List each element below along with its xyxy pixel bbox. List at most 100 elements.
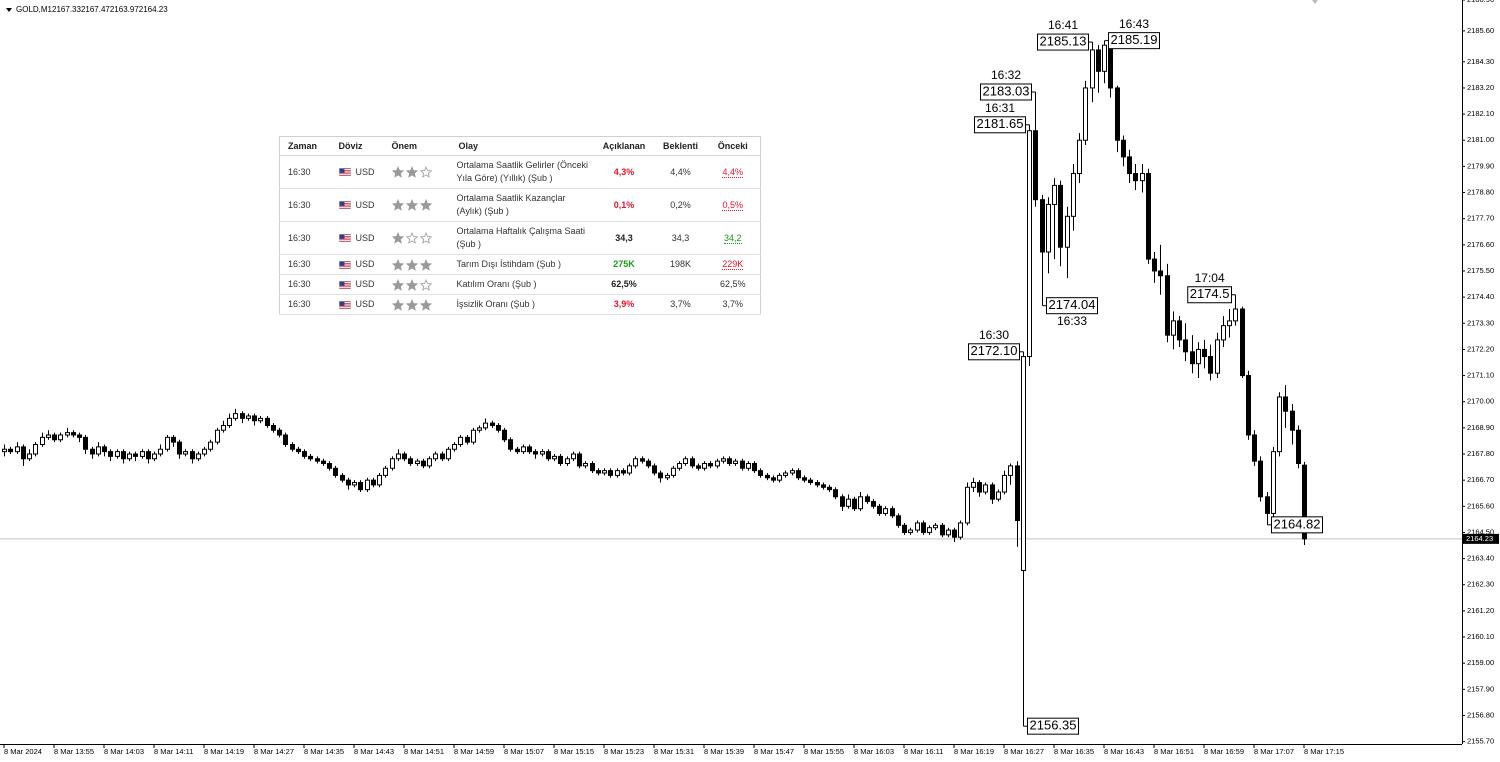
candle-body [15, 446, 20, 453]
event-time: 16:30 [279, 274, 331, 295]
currency: USD [330, 254, 384, 275]
candle-body [477, 427, 482, 431]
importance-stars [391, 166, 432, 178]
candle-body [1227, 320, 1232, 327]
candle-body [1271, 451, 1276, 514]
candle-body [415, 460, 420, 465]
candle-body [421, 460, 426, 467]
candle-body [1190, 351, 1195, 365]
candle-body [471, 429, 476, 443]
x-tick-label: 8 Mar 14:03 [104, 747, 144, 756]
candle-body [571, 453, 576, 460]
candle-body [1115, 87, 1120, 141]
x-tick-label: 8 Mar 16:43 [1104, 747, 1144, 756]
candle-body [1146, 173, 1151, 260]
header-field: 2167.47 [81, 5, 110, 14]
candle-body [90, 448, 95, 455]
candle-body [846, 498, 851, 507]
candle-body [190, 451, 195, 460]
event-name: Katılım Oranı (Şub ) [450, 274, 593, 295]
candle-body [1208, 356, 1213, 374]
column-header: Döviz [330, 136, 384, 156]
candle-body [765, 474, 770, 479]
candle-body [8, 448, 13, 453]
candle-body [927, 527, 932, 533]
icon [391, 278, 432, 291]
flag-border [338, 260, 351, 269]
candle-body [196, 453, 201, 460]
icon [391, 232, 432, 244]
candle-body [733, 460, 738, 465]
annotation-time: 16:41 [1048, 18, 1078, 32]
flag-stripe [338, 287, 351, 289]
candle-body [327, 463, 332, 469]
x-tick-label: 8 Mar 15:47 [754, 747, 794, 756]
forecast [655, 274, 706, 295]
forecast-value: 198K [669, 259, 692, 269]
flag-stripe [338, 239, 351, 241]
y-tick-label: 2166.70 [1467, 475, 1494, 484]
candle-body [1215, 339, 1220, 374]
candle-body [990, 484, 995, 500]
candle-body [302, 451, 307, 457]
y-tick-label: 2185.60 [1467, 26, 1494, 35]
importance-stars [391, 199, 432, 211]
star [419, 258, 432, 271]
calendar-header: Zaman Döviz Önem Olay Açıklanan Beklenti Öncek… [279, 136, 761, 156]
candle-body [402, 453, 407, 460]
annotation-price: 2183.03 [983, 83, 1030, 98]
candle-body [265, 417, 270, 426]
flag-stripe [338, 204, 351, 206]
candle-body [1002, 474, 1007, 493]
star [419, 166, 432, 178]
candle-body [565, 458, 570, 465]
candle-body [865, 496, 870, 503]
candle-body [908, 529, 913, 533]
candle-body [896, 515, 901, 526]
candle-body [77, 434, 82, 438]
x-tick-label: 8 Mar 15:23 [604, 747, 644, 756]
flag-stripe [338, 201, 351, 203]
candle-body [208, 441, 213, 450]
candle-body [715, 460, 720, 467]
icon [391, 166, 432, 178]
y-tick-label: 2182.10 [1467, 109, 1494, 118]
annotation-time: 16:43 [1119, 17, 1149, 31]
candle-body [390, 458, 395, 469]
star [391, 258, 404, 271]
candle-body [752, 463, 757, 472]
candle-body [1152, 258, 1157, 272]
actual-value: 62,5% [611, 279, 637, 289]
x-tick-label: 8 Mar 16:27 [1004, 747, 1044, 756]
actual-value: 3,9% [613, 299, 635, 309]
importance [383, 294, 451, 315]
candle-body [1046, 203, 1051, 253]
flag-stripe [338, 285, 351, 287]
candle-body [1015, 465, 1020, 522]
flag-stripe [338, 172, 351, 174]
candle-body [277, 429, 282, 436]
candle-body [202, 448, 207, 455]
flag-canton [338, 300, 344, 306]
x-tick-label: 8 Mar 14:35 [304, 747, 344, 756]
flag-stripe [338, 240, 351, 243]
candle-body [1021, 356, 1026, 571]
annotation-time: 16:30 [979, 328, 1009, 342]
candle-body [946, 529, 951, 536]
candle-body [790, 470, 795, 474]
x-tick-label: 8 Mar 16:03 [854, 747, 894, 756]
candle-body [58, 434, 63, 441]
y-tick-label: 2177.70 [1467, 214, 1494, 223]
candle-body [627, 465, 632, 474]
candle-body [1008, 465, 1013, 476]
forecast-value: 34,3 [671, 232, 690, 243]
candle-body [1058, 184, 1063, 248]
x-tick-label: 8 Mar 14:27 [254, 747, 294, 756]
candle-body [1221, 325, 1226, 341]
previous-value: 229K [722, 259, 744, 270]
candle-body [71, 432, 76, 436]
candle-body [1171, 320, 1176, 336]
actual: 275K [592, 254, 656, 275]
candle-body [890, 508, 895, 517]
column-header: Olay [450, 136, 593, 156]
